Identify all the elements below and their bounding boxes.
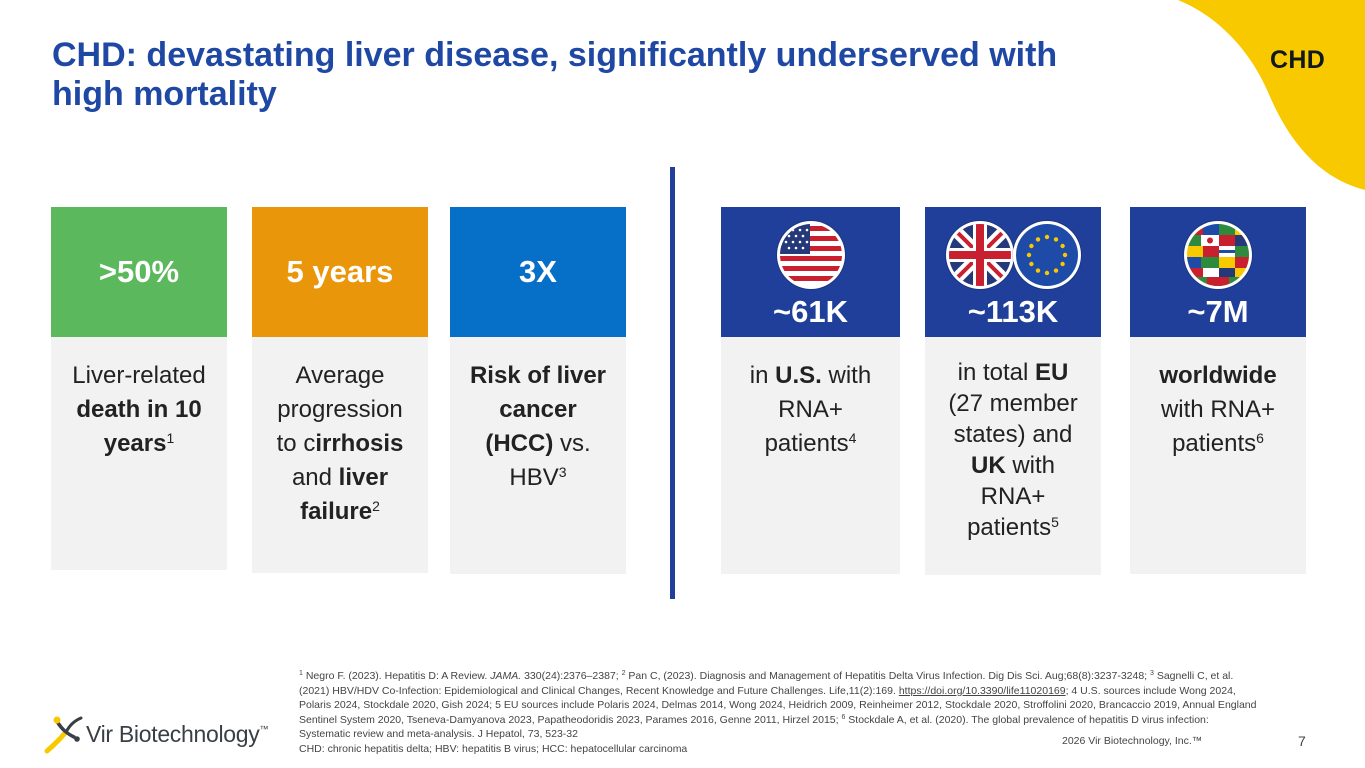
company-logo: Vir Biotechnology™ [44,712,268,756]
stat-card-description: Liver-related death in 10 years1 [51,337,227,570]
stat-value: ~61K [773,294,848,329]
stat-card-header: 3X [450,207,626,337]
copyright: 2026 Vir Biotechnology, Inc.™ [1062,735,1203,747]
stat-card-cancer-risk: 3X Risk of liver cancer (HCC) vs. HBV3 [450,207,626,574]
stat-card-worldwide: ~7M worldwide with RNA+ patients6 [1130,207,1306,574]
stat-card-header: ~61K [721,207,900,337]
stat-card-us: ~61K in U.S. with RNA+ patients4 [721,207,900,574]
stat-card-header: >50% [51,207,227,337]
stat-card-eu-uk: ~113K in total EU (27 member states) and… [925,207,1101,575]
stat-card-description: worldwide with RNA+ patients6 [1130,337,1306,574]
uk-flag-icon [948,224,1011,286]
vir-logo-mark-icon [44,716,83,754]
page-title: CHD: devastating liver disease, signific… [52,36,1058,113]
stat-card-description: in total EU (27 member states) and UK wi… [925,337,1101,575]
stat-card-header: ~113K [925,207,1101,337]
stat-value: ~7M [1187,294,1249,329]
world-flags-globe-icon [1187,224,1249,286]
stat-card-description: Risk of liver cancer (HCC) vs. HBV3 [450,337,626,574]
stat-value: >50% [98,254,180,289]
vertical-divider [670,167,675,599]
stat-card-progression: 5 years Average progression to cirrhosis… [252,207,428,573]
abbreviations: CHD: chronic hepatitis delta; HBV: hepat… [299,742,688,755]
stat-value: 3X [519,254,557,289]
section-tag: CHD [1270,46,1326,74]
page-number: 7 [1298,733,1306,749]
logo-text: Vir Biotechnology™ [86,720,269,747]
stat-card-description: Average progression to cirrhosis and liv… [252,337,428,573]
stat-value: ~113K [967,294,1059,329]
stat-value: 5 years [286,254,394,289]
stat-card-mortality: >50% Liver-related death in 10 years1 [51,207,227,570]
eu-flag-icon [1015,224,1078,286]
stat-card-header: ~7M [1130,207,1306,337]
stat-card-description: in U.S. with RNA+ patients4 [721,337,900,574]
stat-card-header: 5 years [252,207,428,337]
references-footnote: 1 Negro F. (2023). Hepatitis D: A Review… [299,669,1259,756]
us-flag-icon [779,224,842,286]
doi-link[interactable]: https://doi.org/10.3390/life11020169 [898,684,1066,697]
